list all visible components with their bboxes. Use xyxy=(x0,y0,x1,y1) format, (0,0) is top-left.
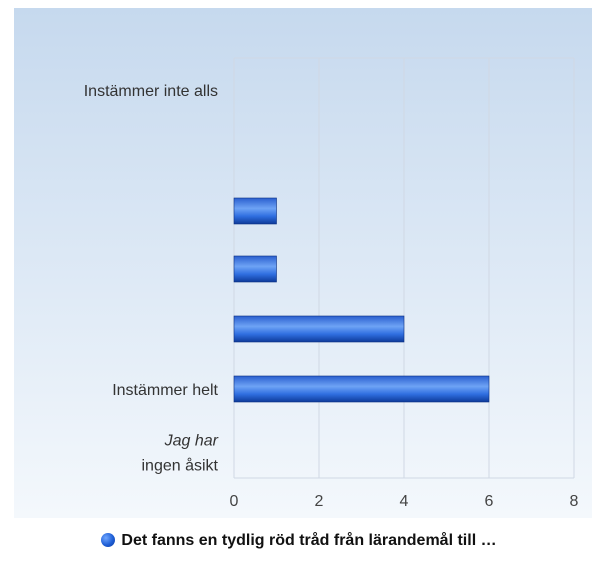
x-axis-tick-labels: 0 2 4 6 8 xyxy=(230,493,579,510)
grid-layer xyxy=(233,57,575,479)
bar xyxy=(233,375,490,403)
legend-label: Det fanns en tydlig röd tråd från lärand… xyxy=(121,532,497,549)
category-label: Instämmer inte alls xyxy=(84,83,218,100)
category-label: Instämmer helt xyxy=(112,382,218,399)
legend-swatch-icon xyxy=(101,533,116,547)
bar xyxy=(233,315,405,343)
x-tick-label: 4 xyxy=(400,493,409,510)
x-tick-label: 8 xyxy=(570,493,579,510)
legend: Det fanns en tydlig röd tråd från lärand… xyxy=(0,532,598,550)
category-labels: Instämmer inte alls Instämmer helt Jag har… xyxy=(84,83,219,475)
bar xyxy=(233,255,277,283)
bar-layer xyxy=(233,197,490,403)
chart-background xyxy=(14,8,592,518)
bar xyxy=(233,197,277,225)
x-tick-label: 0 xyxy=(230,493,239,510)
x-tick-label: 2 xyxy=(315,493,324,510)
x-tick-label: 6 xyxy=(485,493,494,510)
category-label: Jag har xyxy=(164,433,219,450)
category-label: ingen åsikt xyxy=(142,457,219,475)
